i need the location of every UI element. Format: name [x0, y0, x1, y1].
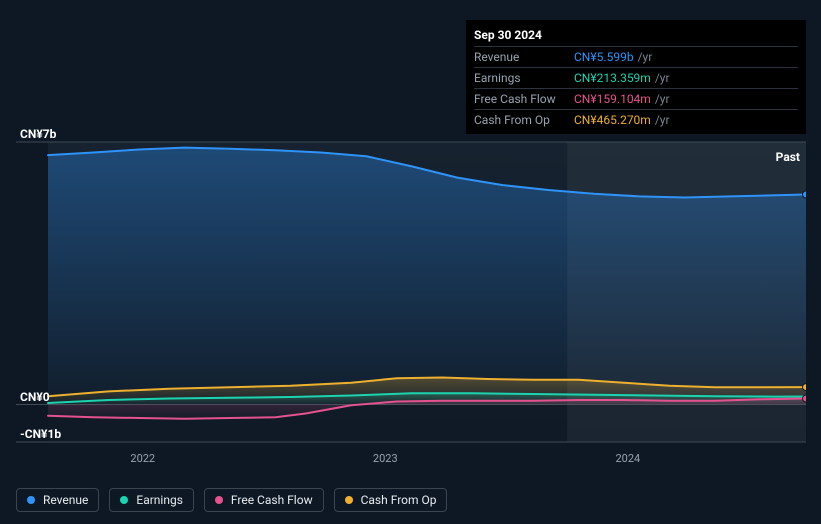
legend-dot — [215, 496, 223, 504]
tooltip-value: CN¥159.104m — [574, 91, 651, 107]
tooltip-value: CN¥213.359m — [574, 70, 651, 86]
tooltip-label: Earnings — [474, 70, 574, 86]
chart-container: Sep 30 2024 RevenueCN¥5.599b/yrEarningsC… — [0, 0, 821, 524]
tooltip-suffix: /yr — [655, 91, 670, 107]
tooltip-suffix: /yr — [638, 49, 653, 65]
y-axis-label: CN¥7b — [20, 127, 56, 141]
x-axis-label: 2022 — [130, 452, 155, 465]
tooltip-label: Free Cash Flow — [474, 91, 574, 107]
legend-label: Earnings — [136, 493, 183, 507]
data-tooltip: Sep 30 2024 RevenueCN¥5.599b/yrEarningsC… — [466, 20, 806, 134]
legend-dot — [120, 496, 128, 504]
tooltip-row: RevenueCN¥5.599b/yr — [474, 46, 798, 67]
legend-dot — [27, 496, 35, 504]
tooltip-row: Free Cash FlowCN¥159.104m/yr — [474, 88, 798, 109]
chart-legend: Revenue Earnings Free Cash Flow Cash From O… — [16, 488, 447, 512]
legend-item-earnings[interactable]: Earnings — [109, 488, 194, 512]
y-axis-label: -CN¥1b — [20, 427, 61, 441]
legend-label: Free Cash Flow — [231, 493, 313, 507]
x-axis-label: 2024 — [615, 452, 640, 465]
tooltip-value: CN¥5.599b — [574, 49, 634, 65]
legend-label: Cash From Op — [361, 493, 437, 507]
past-label: Past — [776, 150, 800, 164]
legend-label: Revenue — [43, 493, 88, 507]
tooltip-suffix: /yr — [655, 70, 670, 86]
legend-dot — [345, 496, 353, 504]
x-axis-label: 2023 — [373, 452, 398, 465]
legend-item-free-cash-flow[interactable]: Free Cash Flow — [204, 488, 324, 512]
tooltip-row: EarningsCN¥213.359m/yr — [474, 67, 798, 88]
financial-chart[interactable] — [16, 120, 806, 445]
tooltip-date: Sep 30 2024 — [474, 26, 798, 46]
legend-item-cash-from-op[interactable]: Cash From Op — [334, 488, 448, 512]
tooltip-label: Revenue — [474, 49, 574, 65]
y-axis-label: CN¥0 — [20, 390, 50, 404]
chart-area: CN¥7b CN¥0 -CN¥1b Past — [16, 120, 806, 480]
legend-item-revenue[interactable]: Revenue — [16, 488, 99, 512]
